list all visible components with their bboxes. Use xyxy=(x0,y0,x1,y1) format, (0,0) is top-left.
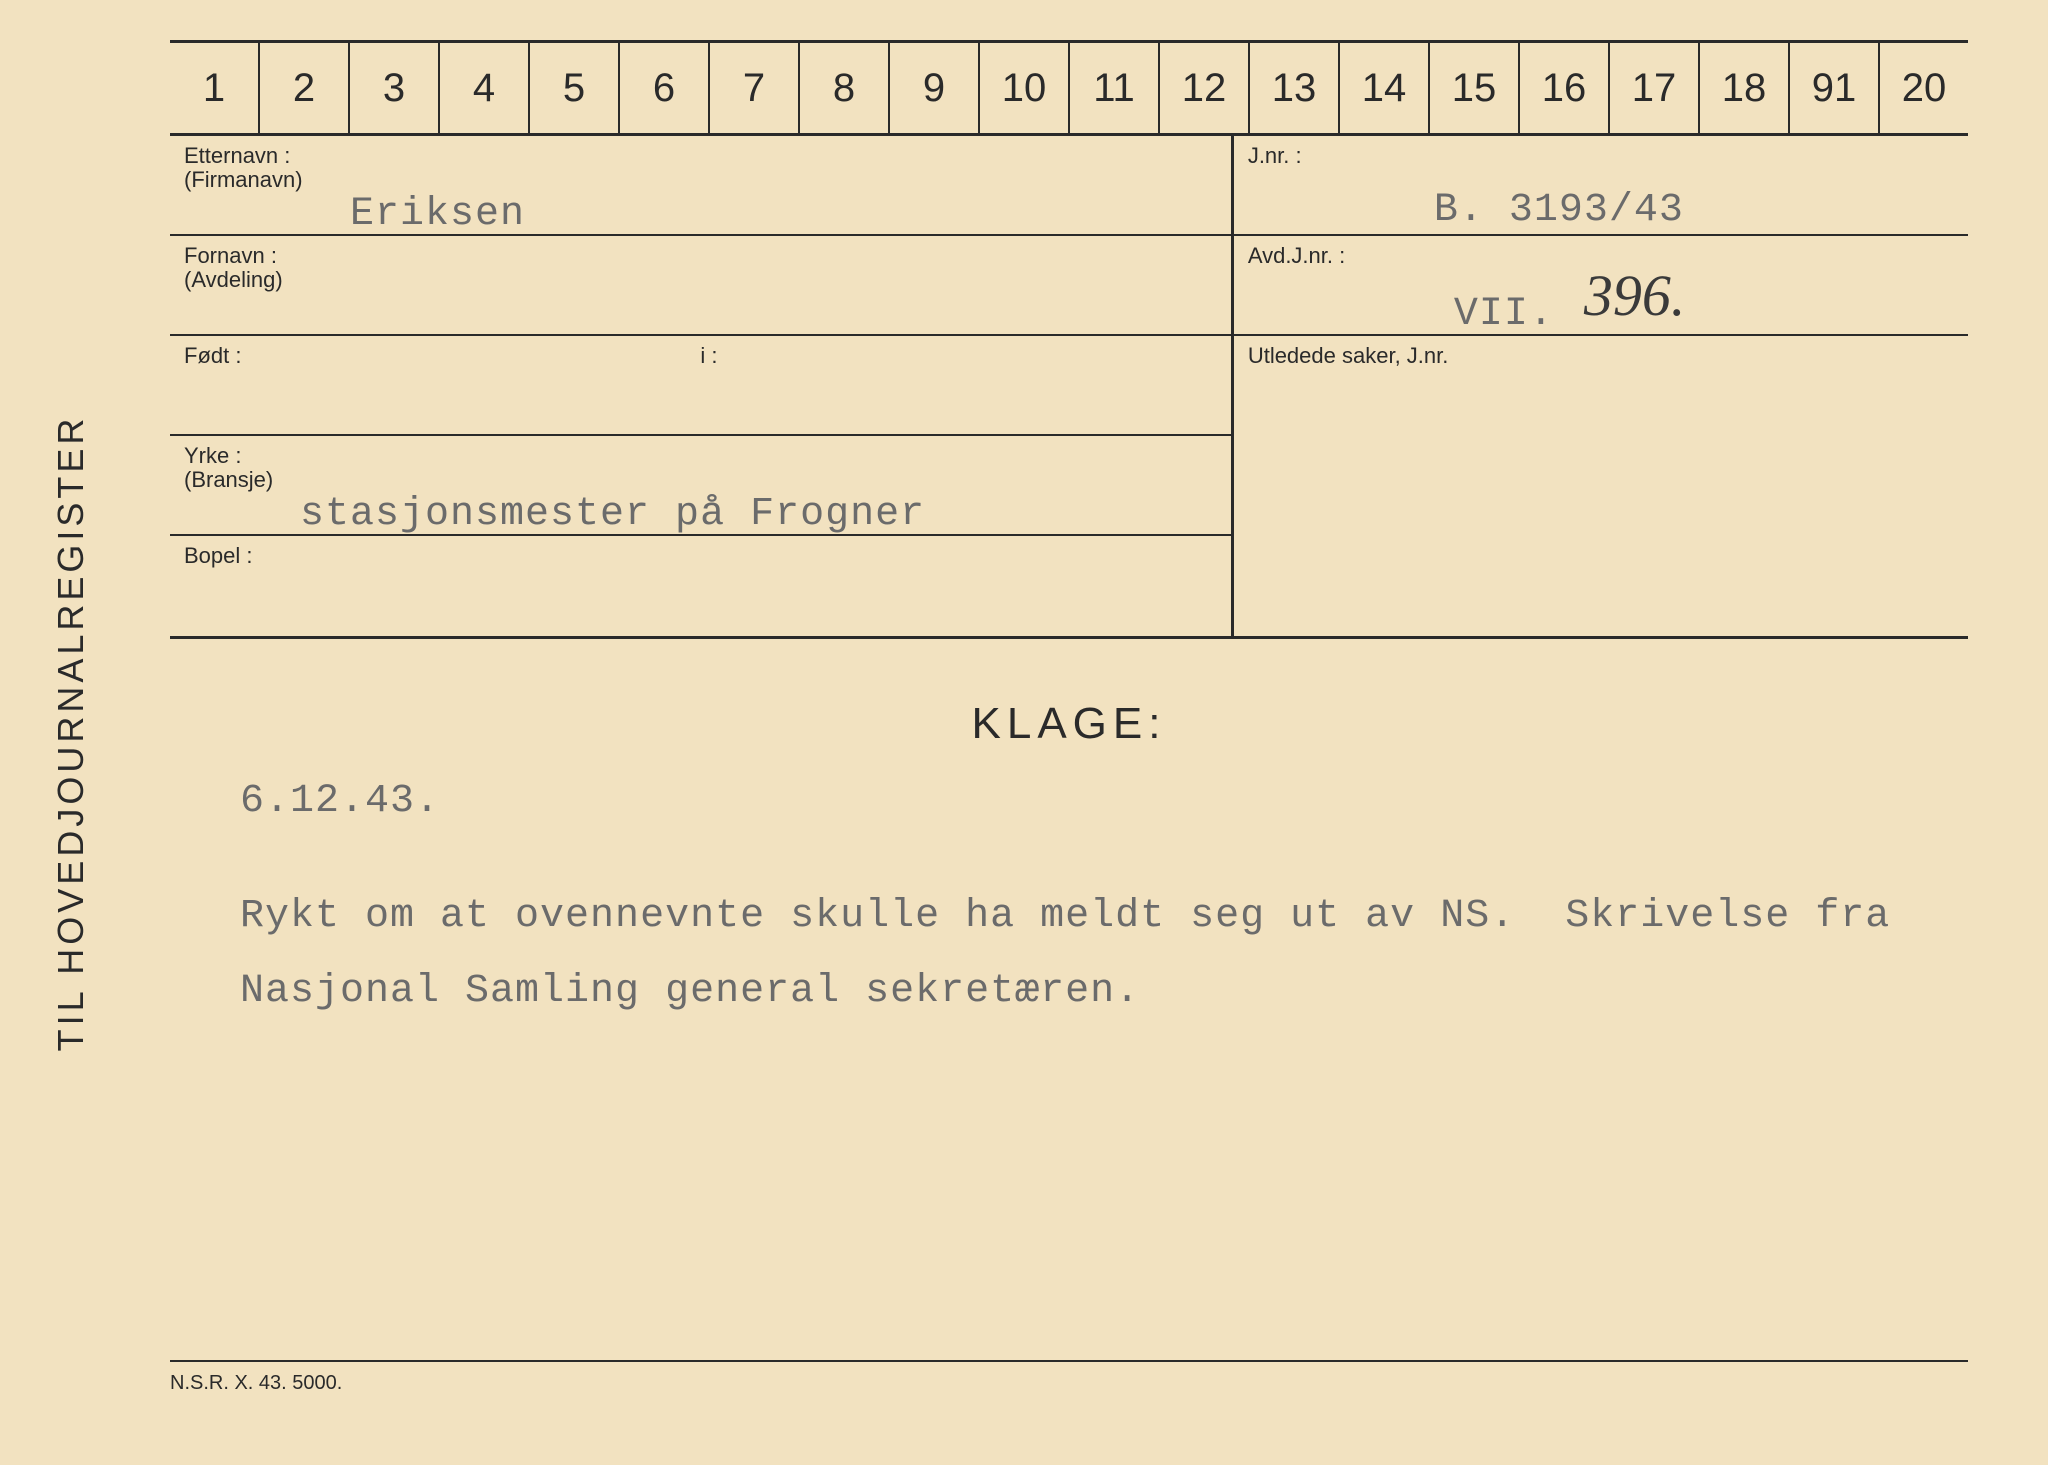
klage-line-2: Nasjonal Samling general sekretæren. xyxy=(240,969,1938,1014)
ruler-cell: 3 xyxy=(350,43,440,133)
ruler-cell: 2 xyxy=(260,43,350,133)
klage-line-1: Rykt om at ovennevnte skulle ha meldt se… xyxy=(240,894,1938,939)
number-ruler: 1234567891011121314151617189120 xyxy=(170,40,1968,136)
yrke-value: stasjonsmester på Frogner xyxy=(300,492,925,537)
ruler-cell: 20 xyxy=(1880,43,1968,133)
klage-body: 6.12.43. Rykt om at ovennevnte skulle ha… xyxy=(170,779,1968,1014)
fornavn-label-2: (Avdeling) xyxy=(184,268,1217,292)
ruler-cell: 9 xyxy=(890,43,980,133)
side-label: TIL HOVEDJOURNALREGISTER xyxy=(50,414,92,1051)
yrke-label-2: (Bransje) xyxy=(184,468,1217,492)
klage-date: 6.12.43. xyxy=(240,779,1938,824)
ruler-cell: 8 xyxy=(800,43,890,133)
ruler-cell: 7 xyxy=(710,43,800,133)
card-content: 1234567891011121314151617189120 Etternav… xyxy=(170,40,1968,1425)
ruler-cell: 12 xyxy=(1160,43,1250,133)
register-card: TIL HOVEDJOURNALREGISTER 123456789101112… xyxy=(0,0,2048,1465)
form-grid: Etternavn : (Firmanavn) Eriksen J.nr. : … xyxy=(170,136,1968,639)
footer-line: N.S.R. X. 43. 5000. xyxy=(170,1360,1968,1395)
etternavn-label-2: (Firmanavn) xyxy=(184,168,1217,192)
ruler-cell: 15 xyxy=(1430,43,1520,133)
ruler-cell: 6 xyxy=(620,43,710,133)
ruler-cell: 1 xyxy=(170,43,260,133)
ruler-cell: 18 xyxy=(1700,43,1790,133)
fodt-i-label: i : xyxy=(700,343,717,368)
etternavn-value: Eriksen xyxy=(350,192,525,237)
utledede-label: Utledede saker, J.nr. xyxy=(1248,344,1954,368)
bopel-label: Bopel : xyxy=(184,544,1217,568)
etternavn-cell: Etternavn : (Firmanavn) Eriksen xyxy=(170,136,1231,236)
jnr-label: J.nr. : xyxy=(1248,144,1954,168)
bopel-cell: Bopel : xyxy=(170,536,1231,636)
ruler-cell: 17 xyxy=(1610,43,1700,133)
ruler-cell: 13 xyxy=(1250,43,1340,133)
ruler-cell: 10 xyxy=(980,43,1070,133)
utledede-cell: Utledede saker, J.nr. xyxy=(1231,336,1968,636)
ruler-cell: 11 xyxy=(1070,43,1160,133)
klage-heading: KLAGE: xyxy=(170,699,1968,749)
avdjnr-typed: VII. xyxy=(1454,292,1554,337)
avdjnr-handwritten: 396. xyxy=(1584,262,1686,329)
ruler-cell: 14 xyxy=(1340,43,1430,133)
ruler-cell: 16 xyxy=(1520,43,1610,133)
footer-text: N.S.R. X. 43. 5000. xyxy=(170,1372,342,1394)
etternavn-label-1: Etternavn : xyxy=(184,144,1217,168)
fornavn-label-1: Fornavn : xyxy=(184,244,1217,268)
yrke-label-1: Yrke : xyxy=(184,444,1217,468)
avdjnr-cell: Avd.J.nr. : VII. 396. xyxy=(1231,236,1968,336)
jnr-cell: J.nr. : B. 3193/43 xyxy=(1231,136,1968,236)
ruler-cell: 5 xyxy=(530,43,620,133)
fodt-label: Født : xyxy=(184,343,241,368)
fornavn-cell: Fornavn : (Avdeling) xyxy=(170,236,1231,336)
yrke-cell: Yrke : (Bransje) stasjonsmester på Frogn… xyxy=(170,436,1231,536)
fodt-cell: Født : i : xyxy=(170,336,1231,436)
ruler-cell: 4 xyxy=(440,43,530,133)
jnr-value: B. 3193/43 xyxy=(1434,188,1684,233)
ruler-cell: 91 xyxy=(1790,43,1880,133)
